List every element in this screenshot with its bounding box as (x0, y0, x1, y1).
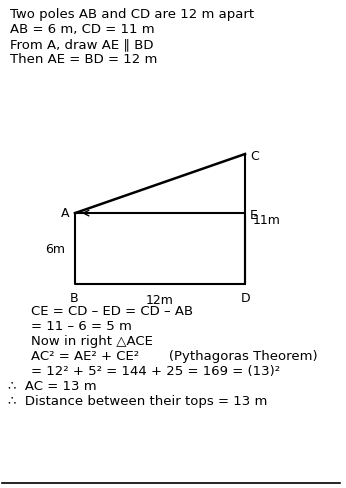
Text: AC² = AE² + CE²       (Pythagoras Theorem): AC² = AE² + CE² (Pythagoras Theorem) (14, 349, 318, 362)
Text: C: C (250, 149, 259, 162)
Text: = 12² + 5² = 144 + 25 = 169 = (13)²: = 12² + 5² = 144 + 25 = 169 = (13)² (14, 364, 280, 377)
Text: A: A (61, 206, 69, 219)
Text: D: D (241, 291, 251, 305)
Text: Now in right △ACE: Now in right △ACE (14, 334, 153, 347)
Text: CE = CD – ED = CD – AB: CE = CD – ED = CD – AB (14, 305, 193, 317)
Text: = 11 – 6 = 5 m: = 11 – 6 = 5 m (14, 319, 132, 332)
Text: Two poles AB and CD are 12 m apart: Two poles AB and CD are 12 m apart (10, 8, 254, 21)
Text: Then AE = BD = 12 m: Then AE = BD = 12 m (10, 53, 157, 66)
Text: B: B (70, 291, 78, 305)
Text: E: E (250, 208, 258, 221)
Text: 11m: 11m (253, 213, 281, 226)
Text: 12m: 12m (146, 293, 174, 306)
Text: ∴  Distance between their tops = 13 m: ∴ Distance between their tops = 13 m (8, 394, 267, 407)
Text: ∴  AC = 13 m: ∴ AC = 13 m (8, 379, 97, 392)
Text: From A, draw AE ∥ BD: From A, draw AE ∥ BD (10, 38, 154, 51)
Text: AB = 6 m, CD = 11 m: AB = 6 m, CD = 11 m (10, 23, 155, 36)
Text: 6m: 6m (45, 243, 65, 256)
